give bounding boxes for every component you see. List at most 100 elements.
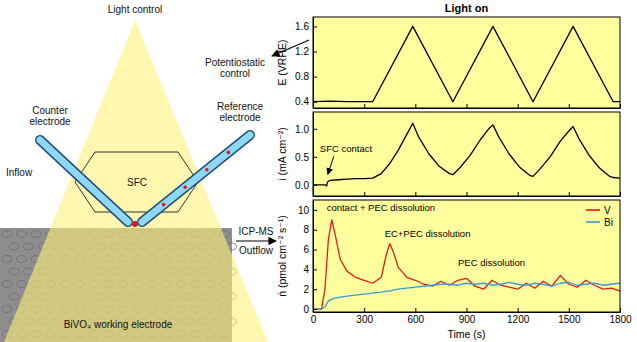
x-axis: 0300600900120015001800 xyxy=(311,308,632,325)
chart-panel: 0.00.51.0i (mA cm⁻²)SFC contact xyxy=(276,112,621,197)
tick-mark xyxy=(467,308,468,312)
x-tick xyxy=(467,104,468,108)
texture-grain xyxy=(2,231,12,238)
texture-grain xyxy=(17,281,27,288)
texture-grain xyxy=(9,293,19,300)
texture-grain xyxy=(2,256,12,263)
plot-frame xyxy=(313,17,620,108)
y-tick: 0.8 xyxy=(295,71,317,82)
data-line xyxy=(313,26,620,101)
x-tick xyxy=(569,192,570,196)
tick-mark xyxy=(415,104,416,108)
icp-ms-label: ICP-MS xyxy=(239,226,274,237)
y-tick: 1.2 xyxy=(295,46,317,57)
tick-mark xyxy=(313,289,317,290)
tick-mark xyxy=(518,192,519,196)
x-tick xyxy=(415,104,416,108)
x-tick: 600 xyxy=(407,308,424,325)
tick-mark xyxy=(313,52,317,53)
y-tick: 0.0 xyxy=(295,180,317,191)
tick-mark xyxy=(313,210,317,211)
y-axis: 0.4 0.8 1.2 1.6 xyxy=(295,18,317,109)
tick-mark xyxy=(467,192,468,196)
electrolyte-dot xyxy=(205,168,209,172)
y-tick: 0.5 xyxy=(295,152,317,163)
y-tick: 10 xyxy=(298,205,317,216)
tick-mark xyxy=(313,77,317,78)
y-tick: 4 xyxy=(303,264,317,275)
tick-label: 900 xyxy=(459,314,476,325)
y-tick: 0.4 xyxy=(295,96,317,107)
reference-electrode-label: electrode xyxy=(219,112,261,123)
texture-grain xyxy=(2,306,12,313)
outflow-label: Outflow xyxy=(239,245,274,256)
tick-mark xyxy=(415,308,416,312)
x-tick xyxy=(518,104,519,108)
y-axis: 0.0 0.5 1.0 xyxy=(295,113,317,197)
plot-frame xyxy=(313,112,620,196)
reference-electrode-label: Reference xyxy=(217,101,264,112)
tick-mark xyxy=(518,104,519,108)
light-control-label: Light control xyxy=(108,4,162,15)
electrolyte-dot xyxy=(162,203,166,207)
tick-mark xyxy=(313,157,317,158)
counter-electrode-label: Counter xyxy=(32,105,68,116)
plot-background xyxy=(313,17,620,108)
tick-label: 0.0 xyxy=(295,180,309,191)
sfc-cell xyxy=(75,152,198,212)
annotation-arrow xyxy=(328,156,334,174)
tick-label: 1800 xyxy=(609,314,632,325)
tick-label: 4 xyxy=(303,264,309,275)
legend-swatch xyxy=(586,209,600,211)
figure: Light control Potentiostaticcontrol Refere… xyxy=(0,0,637,342)
y-tick: 8 xyxy=(303,224,317,235)
tick-mark xyxy=(569,308,570,312)
counter-electrode-label: electrode xyxy=(29,116,71,127)
tick-label: 0 xyxy=(303,304,309,315)
data-line xyxy=(313,282,620,309)
tick-mark xyxy=(364,308,365,312)
tick-label: 1.6 xyxy=(295,21,309,32)
x-axis-title: Time (s) xyxy=(447,328,485,340)
tick-label: 10 xyxy=(298,205,310,216)
tick-mark xyxy=(313,102,317,103)
x-tick xyxy=(364,192,365,196)
tick-mark xyxy=(313,250,317,251)
tick-mark xyxy=(313,269,317,270)
potentiostatic-label: Potentiostatic xyxy=(205,57,265,68)
y-axis-title: ṅ (pmol cm⁻² s⁻¹) xyxy=(276,215,288,297)
y-tick: 1.6 xyxy=(295,21,317,32)
counter-electrode-tube xyxy=(40,140,128,222)
tick-mark xyxy=(313,129,317,130)
inflow-label: Inflow xyxy=(6,167,33,178)
outflow-arrow xyxy=(236,240,276,241)
x-tick: 1800 xyxy=(609,308,632,325)
chart-title: Light on xyxy=(445,2,489,14)
annotation: SFC contact xyxy=(320,143,373,154)
texture-grain xyxy=(24,243,34,250)
legend-label: Bi xyxy=(604,217,613,228)
y-axis: 0 2 4 6 8 10 xyxy=(298,201,317,315)
electrolyte-dot xyxy=(227,151,231,155)
tick-label: 6 xyxy=(303,244,309,255)
potentiostatic-label: control xyxy=(220,68,250,79)
x-tick: 1200 xyxy=(507,308,530,325)
tick-mark xyxy=(364,192,365,196)
legend-label: V xyxy=(604,205,611,216)
x-tick xyxy=(415,192,416,196)
data-line xyxy=(313,123,620,186)
tick-mark xyxy=(415,192,416,196)
y-tick: 2 xyxy=(303,284,317,295)
tick-label: 600 xyxy=(407,314,424,325)
tick-mark xyxy=(364,104,365,108)
tick-label: 1.2 xyxy=(295,46,309,57)
tick-mark xyxy=(467,104,468,108)
texture-grain xyxy=(9,268,19,275)
x-tick xyxy=(518,192,519,196)
tick-label: 0 xyxy=(311,314,317,325)
annotation: PEC dissolution xyxy=(458,257,525,268)
tick-label: 1.0 xyxy=(295,124,309,135)
plot-background xyxy=(313,200,620,312)
data-line xyxy=(313,220,620,309)
tick-mark xyxy=(569,104,570,108)
